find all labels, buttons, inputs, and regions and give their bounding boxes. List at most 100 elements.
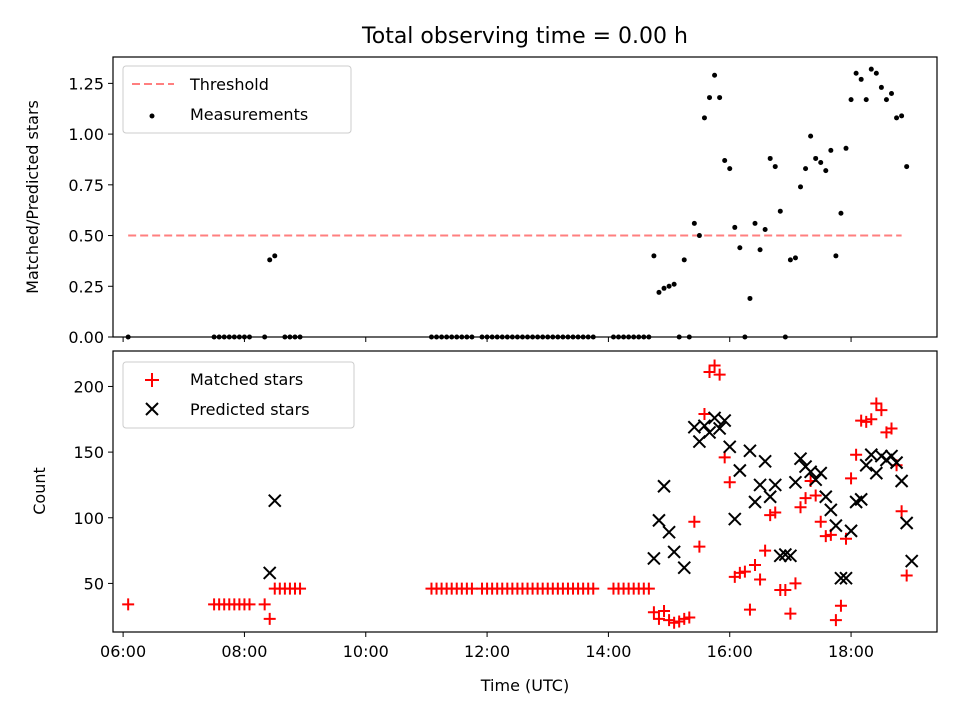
- measurement-point: [899, 113, 905, 119]
- predicted-stars-point: [647, 551, 661, 566]
- bottom-y-tick-label: 200: [73, 377, 104, 396]
- predicted-stars-point: [753, 478, 767, 492]
- bottom-legend: Matched stars Predicted stars: [122, 361, 355, 429]
- bottom-legend-frame: [122, 361, 355, 429]
- legend-matched-label: Matched stars: [190, 370, 303, 389]
- predicted-stars-point: [793, 451, 808, 466]
- bottom-x-tick-label: 12:00: [464, 642, 510, 661]
- matched-stars-point: [678, 612, 691, 625]
- bottom-x-axis: 06:00 08:00 10:00 12:00 14:00 16:00 18:00: [100, 632, 874, 661]
- predicted-stars-point: [263, 566, 277, 580]
- predicted-stars-point: [763, 490, 777, 504]
- predicted-stars-point: [905, 554, 919, 568]
- matched-stars-point: [713, 368, 726, 381]
- bottom-y-tick-label: 150: [73, 443, 104, 462]
- measurement-point: [267, 257, 273, 263]
- measurement-point: [777, 208, 783, 214]
- predicted-stars-point: [839, 571, 853, 585]
- predicted-stars-point: [778, 547, 793, 562]
- predicted-stars-point: [268, 493, 282, 508]
- top-y-tick-label: 0.25: [68, 277, 104, 296]
- predicted-stars-point: [783, 549, 798, 563]
- legend-predicted-swatch: [145, 402, 159, 416]
- measurement-point: [873, 70, 879, 76]
- predicted-stars-point: [788, 475, 803, 490]
- matched-stars-point: [845, 472, 858, 485]
- measurement-point: [671, 281, 677, 287]
- predicted-stars-point: [652, 513, 666, 528]
- matched-stars-point: [243, 598, 256, 611]
- matched-stars-point: [809, 489, 822, 502]
- matched-stars-point: [870, 397, 883, 410]
- predicted-stars-point: [834, 571, 848, 585]
- bottom-y-tick-label: 50: [84, 574, 104, 593]
- measurement-point: [863, 97, 869, 103]
- measurement-point: [883, 97, 889, 103]
- predicted-stars-point: [657, 479, 671, 493]
- bottom-x-axis-label: Time (UTC): [480, 676, 569, 695]
- matched-stars-point: [733, 566, 746, 579]
- predicted-stars-point: [717, 413, 732, 428]
- predicted-stars-point: [854, 492, 868, 507]
- measurement-point: [762, 226, 768, 232]
- predicted-stars-point: [662, 525, 676, 539]
- measurement-point: [894, 115, 900, 121]
- legend-measurements-label: Measurements: [190, 105, 308, 124]
- matched-stars-point: [834, 599, 847, 612]
- top-y-tick-label: 1.25: [68, 74, 104, 93]
- measurement-point: [808, 133, 814, 139]
- matched-stars-point: [794, 501, 807, 514]
- matched-stars-point: [658, 604, 671, 617]
- predicted-stars-point: [884, 449, 899, 463]
- matched-stars-point: [759, 544, 772, 557]
- legend-matched-swatch: [145, 373, 159, 387]
- predicted-stars-point: [899, 516, 914, 530]
- predicted-stars-point: [677, 560, 691, 575]
- measurement-point: [823, 168, 829, 174]
- bottom-plot-data: [122, 359, 919, 629]
- matched-stars-point: [900, 569, 913, 582]
- measurement-point: [833, 253, 839, 259]
- bottom-y-axis-label: Count: [30, 467, 49, 515]
- top-legend-frame: [122, 65, 352, 134]
- matched-stars-point: [819, 530, 832, 543]
- predicted-stars-point: [844, 524, 858, 538]
- matched-stars-point: [749, 559, 762, 572]
- matched-stars-point: [789, 577, 802, 590]
- matched-stars-point: [673, 615, 686, 628]
- bottom-x-tick-label: 06:00: [100, 642, 146, 661]
- measurement-point: [707, 95, 713, 101]
- matched-stars-point: [122, 598, 135, 611]
- predicted-stars-point: [773, 549, 787, 563]
- matched-stars-point: [895, 505, 908, 518]
- measurement-point: [904, 164, 910, 170]
- bottom-x-tick-label: 18:00: [828, 642, 874, 661]
- matched-stars-point: [829, 614, 842, 627]
- measurement-point: [747, 295, 753, 301]
- predicted-stars-point: [824, 503, 838, 517]
- top-y-axis-label: Matched/Predicted stars: [23, 100, 42, 294]
- top-plot-data: [125, 66, 910, 340]
- predicted-stars-point: [743, 444, 757, 458]
- matched-stars-point: [668, 616, 681, 629]
- measurement-point: [787, 257, 793, 263]
- matched-stars-point: [738, 565, 751, 578]
- matched-stars-point: [698, 408, 711, 421]
- matched-stars-point: [814, 515, 827, 528]
- top-y-tick-label: 1.00: [68, 125, 104, 144]
- matched-stars-point: [743, 603, 756, 616]
- predicted-stars-point: [733, 463, 747, 478]
- matched-stars-point: [754, 573, 767, 586]
- measurement-point: [878, 84, 884, 90]
- measurement-point: [732, 224, 738, 230]
- measurement-point: [843, 145, 849, 151]
- matched-stars-point: [850, 448, 863, 461]
- predicted-stars-point: [808, 472, 823, 487]
- legend-threshold-label: Threshold: [189, 75, 269, 94]
- bottom-y-tick-label: 100: [73, 509, 104, 528]
- matched-stars-point: [703, 366, 716, 379]
- matched-stars-point: [779, 583, 792, 596]
- predicted-stars-point: [819, 490, 833, 504]
- matched-stars-point: [764, 509, 777, 522]
